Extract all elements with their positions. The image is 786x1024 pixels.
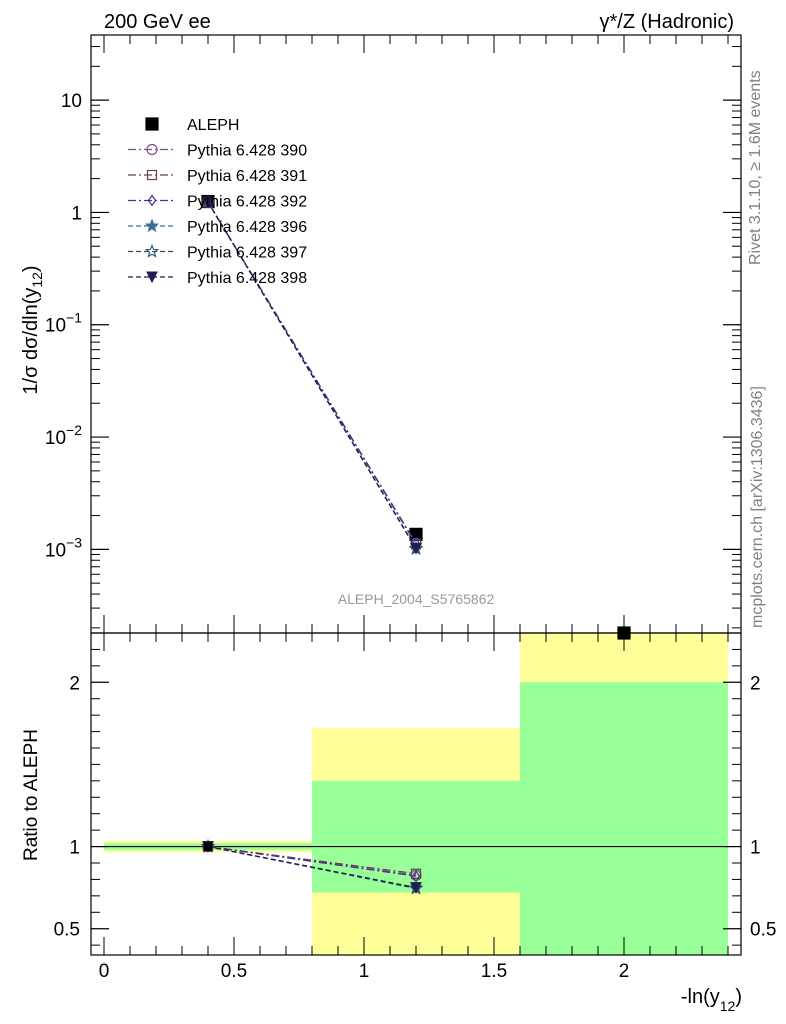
ratio-y-tick-label-left-0: 0.5 xyxy=(54,920,80,941)
main-y-tick-label-1: 1 xyxy=(71,203,82,224)
ratio-panel-series xyxy=(200,839,424,895)
ratio-uncertainty-bands xyxy=(91,633,741,955)
x-tick-label-1: 0.5 xyxy=(221,961,247,982)
ratio-y-tick-label-left-1: 1 xyxy=(69,838,80,859)
header-right-label: γ*/Z (Hadronic) xyxy=(600,11,734,33)
main-y-axis-label: 1/σ dσ/dln(y12) xyxy=(20,265,45,394)
legend-label-4: Pythia 6.428 396 xyxy=(187,219,307,236)
analysis-watermark: ALEPH_2004_S5765862 xyxy=(338,591,495,607)
x-tick-label-3: 1.5 xyxy=(481,961,507,982)
legend-marker-3 xyxy=(147,194,157,207)
main-y-tick-label-0: 10 xyxy=(61,91,82,112)
x-tick-label-2: 1 xyxy=(359,961,370,982)
rivet-version-label: Rivet 3.1.10, ≥ 1.6M events xyxy=(747,70,764,265)
ratio-reference-point xyxy=(203,842,213,852)
header-left-label: 200 GeV ee xyxy=(104,11,211,33)
legend-marker-2 xyxy=(146,169,158,181)
legend-marker-4 xyxy=(144,218,160,233)
legend-marker-1 xyxy=(146,143,158,156)
main-y-tick-label-2: 10−1 xyxy=(45,310,82,337)
x-tick-label-0: 0 xyxy=(99,961,110,982)
ratio-ticks: 0 0.5 1 1.5 2 0.5 0.5 1 1 2 2 xyxy=(54,35,776,982)
ratio-band-green-2 xyxy=(520,682,728,955)
legend-label-3: Pythia 6.428 392 xyxy=(187,194,307,211)
main-point-6-1 xyxy=(410,542,422,555)
main-panel-series xyxy=(200,194,631,640)
ratio-y-tick-label-right-0: 0.5 xyxy=(750,920,776,941)
ratio-y-tick-label-right-2: 2 xyxy=(750,673,761,694)
main-y-tick-label-4: 10−3 xyxy=(45,534,82,561)
legend: ALEPH Pythia 6.428 390 Pythia 6.428 391 Pyt… xyxy=(128,117,307,287)
ratio-y-tick-label-right-1: 1 xyxy=(750,838,761,859)
legend-label-1: Pythia 6.428 390 xyxy=(187,143,307,160)
legend-marker-6 xyxy=(146,271,158,284)
mcplots-label: mcplots.cern.ch [arXiv:1306.3436] xyxy=(749,386,766,628)
ratio-point-5-1 xyxy=(410,882,422,894)
ratio-point-1-1 xyxy=(410,868,422,879)
ratio-band-green-1 xyxy=(312,780,520,893)
legend-label-5: Pythia 6.428 397 xyxy=(187,245,307,262)
main-y-ticks: 10 1 10−1 10−2 10−3 xyxy=(45,46,741,629)
legend-label-0: ALEPH xyxy=(187,117,239,134)
ratio-y-tick-label-left-2: 2 xyxy=(69,673,80,694)
legend-label-6: Pythia 6.428 398 xyxy=(187,270,307,287)
main-y-tick-label-3: 10−2 xyxy=(45,422,82,449)
x-axis-label: -ln(y12) xyxy=(681,986,742,1014)
ratio-series-line-2 xyxy=(207,845,417,877)
legend-label-2: Pythia 6.428 391 xyxy=(187,168,307,185)
ratio-y-axis-label: Ratio to ALEPH xyxy=(21,729,42,861)
x-tick-label-4: 2 xyxy=(619,961,630,982)
ratio-series-line-5 xyxy=(207,845,417,889)
main-series-line-6 xyxy=(207,201,417,549)
legend-marker-5 xyxy=(144,243,160,258)
legend-marker-0 xyxy=(145,117,159,131)
main-point-6-0 xyxy=(202,196,214,209)
